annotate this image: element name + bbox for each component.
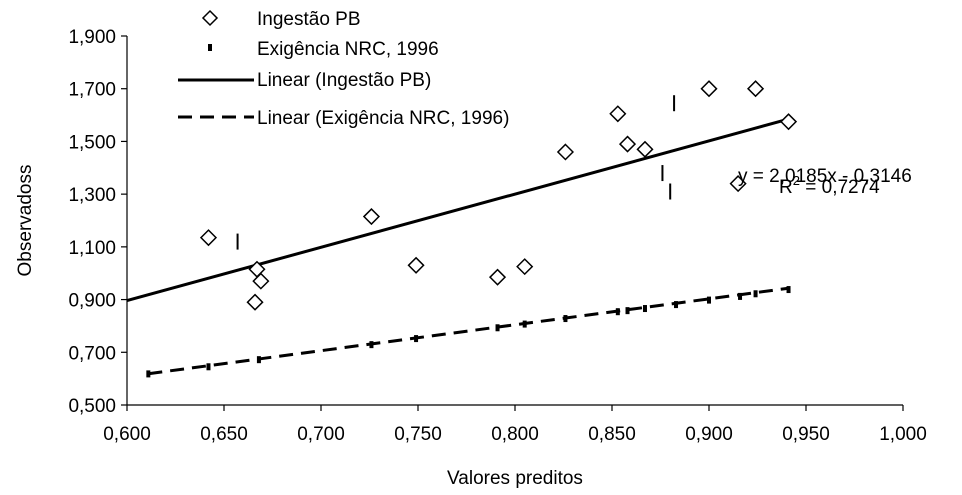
- ingestao-pb-point: [488, 268, 507, 286]
- x-tick-label: 0,850: [588, 424, 636, 445]
- legend-label-linear-ingestao: Linear (Ingestão PB): [257, 70, 431, 91]
- y-axis-title: Observadoss: [15, 165, 36, 277]
- x-tick-label: 0,800: [491, 424, 539, 445]
- ingestao-pb-point: [729, 175, 747, 193]
- nrc-point: [661, 165, 664, 182]
- nrc-point: [642, 305, 647, 313]
- nrc-point: [707, 296, 711, 304]
- nrc-point: [615, 308, 620, 316]
- ingestao-pb-point: [636, 140, 654, 158]
- nrc-point: [674, 301, 679, 309]
- nrc-point: [414, 335, 419, 343]
- ingestao-pb-point: [407, 256, 425, 274]
- x-tick-label: 0,950: [782, 424, 830, 445]
- nrc-point: [738, 292, 743, 300]
- x-tick-label: 0,700: [297, 424, 345, 445]
- trendline-exigencia-nrc: [148, 286, 789, 376]
- x-tick-label: 0,600: [103, 424, 151, 445]
- y-tick-label: 0,700: [68, 343, 116, 364]
- x-tick-label: 0,650: [200, 424, 248, 445]
- x-tick-label: 0,750: [394, 424, 442, 445]
- legend-label-linear-exigencia: Linear (Exigência NRC, 1996): [257, 108, 509, 129]
- nrc-point: [625, 307, 630, 315]
- x-axis-title: Valores preditos: [447, 468, 583, 489]
- y-tick-label: 0,500: [68, 396, 116, 417]
- ingestao-pb-point: [362, 207, 381, 226]
- legend-label-ingestao-pb: Ingestão PB: [257, 9, 361, 30]
- nrc-point: [522, 320, 527, 328]
- regression-equation: y = 2,0185x - 0,3146: [738, 166, 912, 187]
- nrc-point: [369, 341, 374, 349]
- nrc-point: [206, 363, 211, 371]
- trendline-ingestao-pb: [126, 117, 789, 302]
- ingestao-pb-point: [246, 293, 264, 311]
- y-tick-label: 1,500: [68, 132, 116, 153]
- x-tick-label: 1,000: [879, 424, 927, 445]
- y-tick-label: 1,300: [68, 185, 116, 206]
- ingestao-pb-point: [609, 105, 627, 123]
- nrc-point: [673, 95, 676, 112]
- ingestao-pb-point: [700, 80, 718, 98]
- ingestao-pb-point: [199, 229, 218, 247]
- nrc-point: [236, 233, 239, 250]
- y-tick-label: 1,900: [68, 27, 116, 48]
- nrc-point: [495, 324, 500, 332]
- ingestao-pb-point: [516, 258, 534, 276]
- x-tick-label: 0,900: [685, 424, 733, 445]
- r-squared: R2 = 0,7274: [779, 173, 880, 198]
- nrc-point: [256, 356, 261, 364]
- ingestao-pb-point: [746, 80, 765, 98]
- y-tick-label: 1,100: [68, 238, 116, 259]
- ingestao-pb-point: [779, 113, 798, 131]
- ingestao-pb-point: [556, 143, 575, 161]
- legend-marker-exigencia-nrc: [208, 44, 212, 51]
- y-tick-label: 0,900: [68, 291, 116, 312]
- nrc-point: [753, 290, 758, 298]
- legend-marker-ingestao-pb: [201, 9, 219, 27]
- nrc-point: [786, 286, 791, 294]
- nrc-point: [669, 183, 672, 200]
- plot-area: 0,500 0,700 0,900 1,100 1,300 1,500 1,700 1,900…: [15, 9, 927, 489]
- nrc-point: [146, 370, 151, 378]
- y-tick-label: 1,700: [68, 80, 116, 101]
- ingestao-pb-point: [252, 272, 270, 290]
- ingestao-pb-point: [618, 135, 637, 153]
- legend-label-exigencia-nrc: Exigência NRC, 1996: [257, 39, 439, 60]
- nrc-point: [563, 315, 568, 323]
